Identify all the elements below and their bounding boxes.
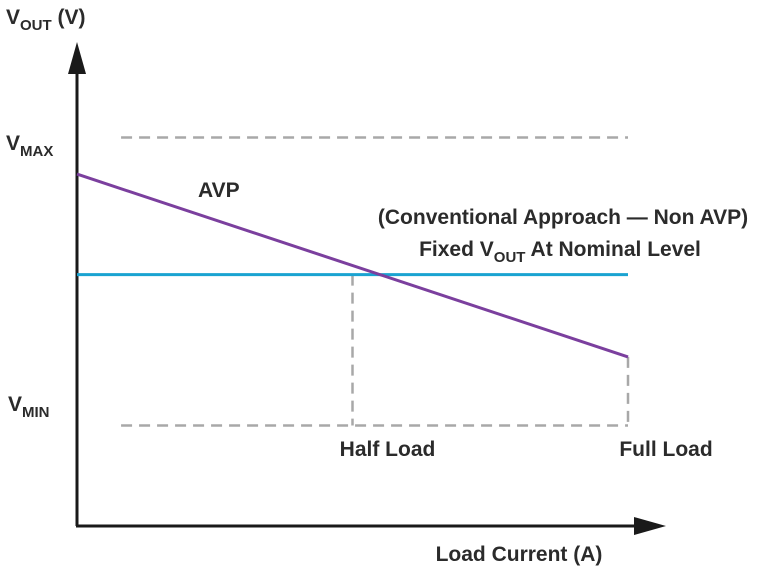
full-load-label: Full Load	[619, 438, 712, 461]
y-axis-arrow-icon	[68, 42, 86, 74]
x-axis-title: Load Current (A)	[436, 543, 603, 566]
half-load-label: Half Load	[340, 438, 436, 461]
vmin-label: VMIN	[8, 393, 50, 421]
avp-series-line	[76, 172, 629, 359]
fixed-vout-annotation: Fixed VOUT At Nominal Level	[419, 238, 701, 266]
y-axis-title: VOUT (V)	[6, 6, 86, 34]
avp-annotation: AVP	[198, 179, 240, 202]
x-axis-arrow-icon	[634, 517, 666, 535]
vmax-label: VMAX	[6, 132, 53, 160]
conventional-annotation: (Conventional Approach — Non AVP)	[378, 206, 748, 229]
